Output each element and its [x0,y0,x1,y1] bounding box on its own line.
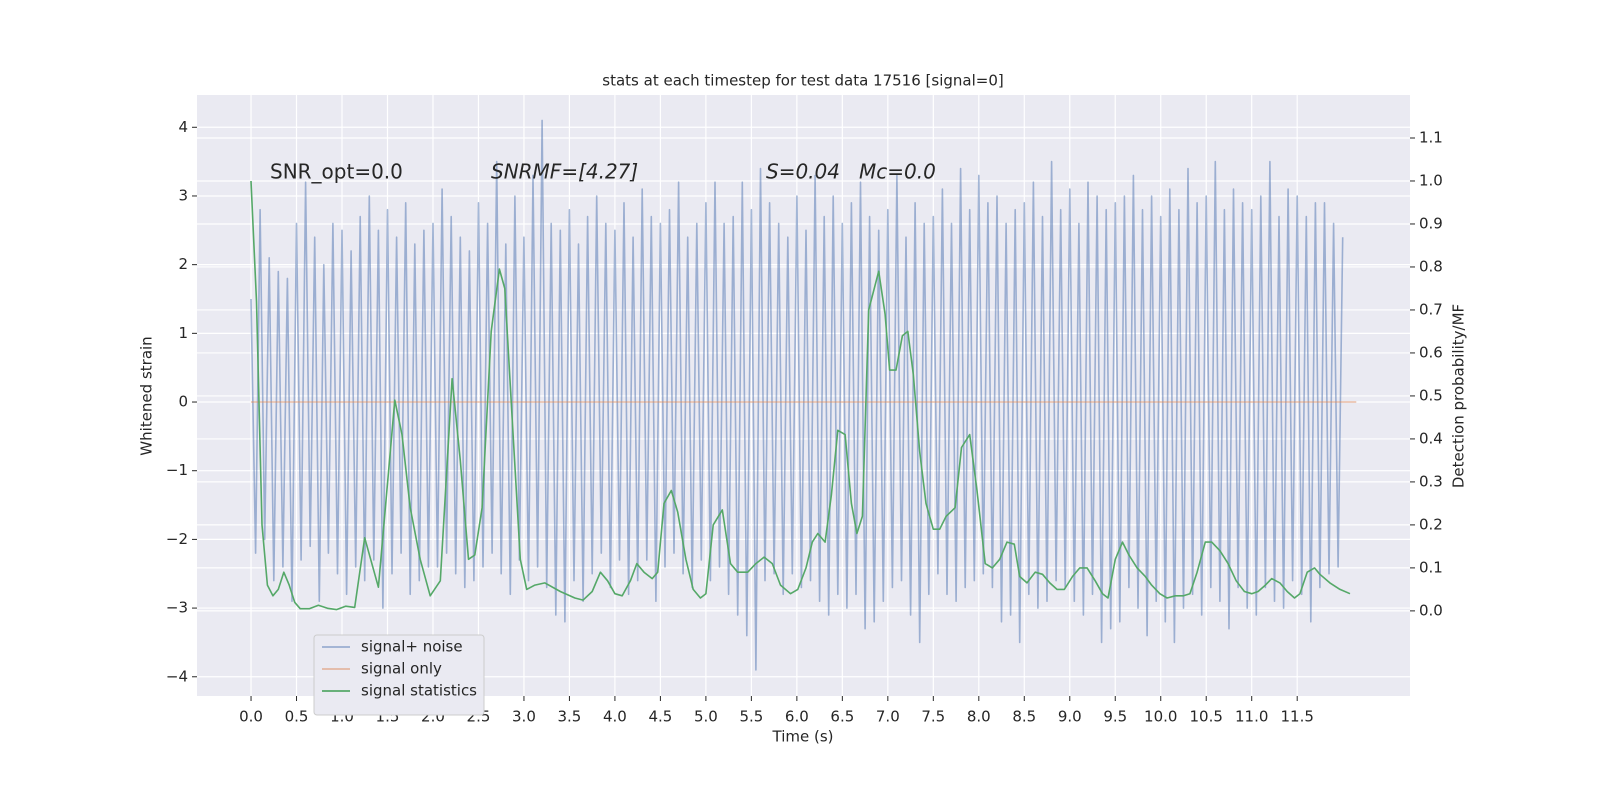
y2-tick-label: 1.0 [1419,171,1443,189]
x-tick-label: 11.5 [1280,708,1313,726]
x-tick-label: 9.5 [1103,708,1127,726]
x-tick-label: 5.5 [739,708,763,726]
annotation: S=0.04 [766,160,840,184]
annotation: SNRMF=[4.27] [491,160,638,184]
x-tick-label: 8.0 [967,708,991,726]
y-axis-label: Whitened strain [138,336,156,455]
y-tick-label: 4 [178,118,188,136]
legend-label: signal+ noise [361,638,463,656]
y2-axis-label: Detection probability/MF [1450,304,1468,488]
y2-tick-label: 0.2 [1419,515,1443,533]
y-tick-label: −4 [166,667,188,685]
x-tick-label: 0.0 [239,708,263,726]
x-tick-label: 5.0 [694,708,718,726]
y2-tick-label: 0.4 [1419,429,1443,447]
x-tick-label: 4.0 [603,708,627,726]
marks [250,119,1357,671]
y2-tick-label: 0.1 [1419,558,1443,576]
y-tick-label: −3 [166,599,188,617]
x-tick-label: 11.0 [1235,708,1268,726]
x-tick-label: 6.5 [830,708,854,726]
y2-tick-label: 0.7 [1419,300,1443,318]
legend-label: signal only [361,660,442,678]
y-tick-label: −2 [166,530,188,548]
y2-tick-label: 0.3 [1419,472,1443,490]
x-tick-label: 10.5 [1190,708,1223,726]
x-tick-label: 6.0 [785,708,809,726]
x-axis-label: Time (s) [772,728,834,746]
y-tick-label: 1 [178,324,188,342]
y2-tick-label: 1.1 [1419,128,1443,146]
annotation: SNR_opt=0.0 [270,160,403,184]
legend-label: signal statistics [361,682,477,700]
legend-box [313,634,485,716]
annotation: Mc=0.0 [859,160,936,184]
y2-tick-label: 0.9 [1419,214,1443,232]
y-tick-label: −1 [166,461,188,479]
x-tick-label: 3.0 [512,708,536,726]
chart-title: stats at each timestep for test data 175… [602,72,1003,90]
x-tick-label: 9.0 [1058,708,1082,726]
x-tick-label: 4.5 [648,708,672,726]
x-tick-label: 8.5 [1012,708,1036,726]
y2-tick-label: 0.5 [1419,386,1443,404]
y-tick-label: 2 [178,255,188,273]
series-line [250,180,1351,611]
labels: 0.0 0.5 1.0 1.5 2.0 2.5 3.0 3.5 4.0 4.5 5.0 5.5 6.0 6… [166,118,1443,726]
series-line [250,119,1344,671]
y2-tick-label: 0.0 [1419,601,1443,619]
x-tick-label: 7.5 [921,708,945,726]
legend: signal+ noise signal only signal statistic… [313,634,485,716]
y2-tick-label: 0.8 [1419,257,1443,275]
x-tick-label: 10.0 [1144,708,1177,726]
x-tick-label: 0.5 [285,708,309,726]
x-tick-label: 7.0 [876,708,900,726]
y-tick-label: 0 [178,393,188,411]
y-tick-label: 3 [178,186,188,204]
y2-tick-label: 0.6 [1419,343,1443,361]
x-tick-label: 3.5 [558,708,582,726]
